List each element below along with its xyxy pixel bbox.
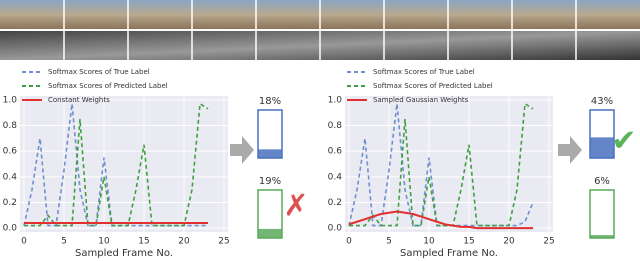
x-tick-label: 25 [218,237,229,247]
legend-label: Softmax Scores of Predicted Label [373,82,493,90]
gauge-fill [590,235,614,238]
y-tick-label: 0.0 [3,224,18,234]
plot-area [20,96,228,232]
x-tick-label: 15 [463,237,474,247]
legend-label: Softmax Scores of Predicted Label [48,82,168,90]
x-axis-label: Sampled Frame No. [400,248,498,259]
x-tick-label: 0 [346,237,352,247]
x-tick-label: 0 [21,237,27,247]
x-tick-label: 10 [98,237,110,247]
gauge-frame [257,189,283,239]
gauge-fill [258,149,282,158]
x-tick-label: 25 [543,237,554,247]
arrow [230,136,582,164]
y-tick-label: 0.6 [3,147,18,157]
gauge-fill [590,137,614,158]
legend-label: Softmax Scores of True Label [373,68,475,76]
value-label: 43% [591,96,613,107]
x-tick-label: 20 [178,237,190,247]
check-icon: ✔ [611,124,636,159]
value-label: 19% [259,176,281,187]
value-label: 18% [259,96,281,107]
cross-icon: ✗ [283,189,308,224]
y-tick-label: 0.8 [328,121,343,131]
x-tick-label: 10 [423,237,435,247]
gauge-frame [589,109,615,159]
legend-label: Softmax Scores of True Label [48,68,150,76]
series-line [24,102,209,227]
y-tick-label: 1.0 [328,95,343,105]
gauge-fill [258,228,282,238]
x-tick-label: 5 [386,237,392,247]
gauge-frame [589,189,615,239]
y-tick-label: 0.2 [3,198,17,208]
series-line [348,210,533,230]
plot-area [345,96,553,232]
legend-label: Constant Weights [48,96,110,104]
y-tick-label: 0.6 [328,147,343,157]
y-tick-label: 0.0 [328,224,343,234]
x-tick-label: 20 [503,237,515,247]
y-tick-label: 0.8 [3,121,18,131]
y-tick-label: 1.0 [3,95,18,105]
x-tick-label: 5 [61,237,67,247]
y-tick-label: 0.2 [328,198,342,208]
y-tick-label: 0.4 [3,172,18,182]
value-label: 6% [594,176,610,187]
x-axis-label: Sampled Frame No. [75,248,173,259]
frame-strip [0,0,640,60]
gauge-frame [257,109,283,159]
legend-label: Sampled Gaussian Weights [373,96,469,104]
series-line [349,102,534,227]
y-tick-label: 0.4 [328,172,343,182]
x-tick-label: 15 [138,237,149,247]
